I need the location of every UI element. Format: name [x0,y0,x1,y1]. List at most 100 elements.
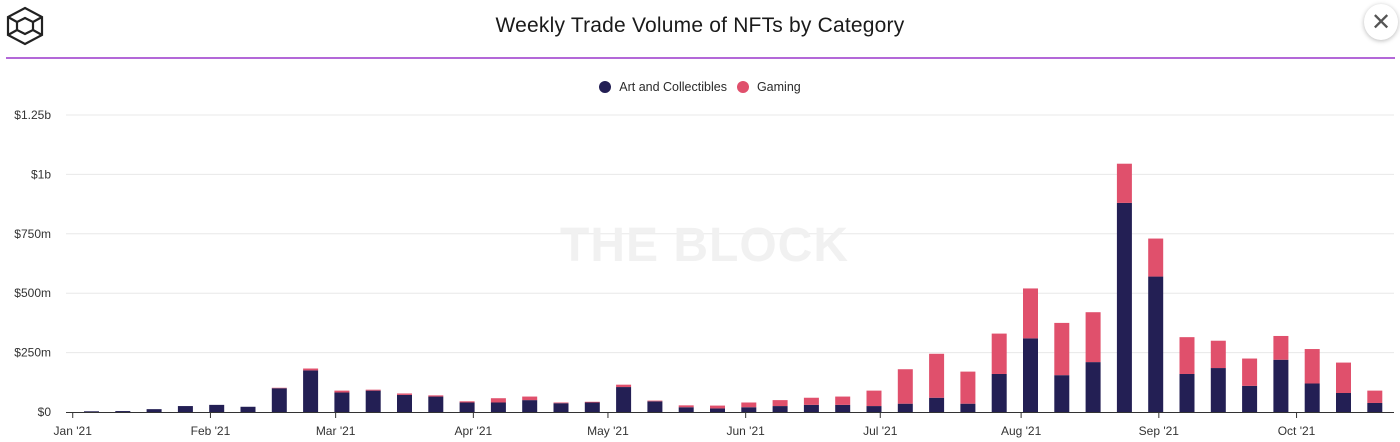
bar-gaming[interactable] [1085,312,1101,363]
legend-label-gaming: Gaming [756,80,801,94]
bar-gaming[interactable] [960,371,976,404]
y-tick-label: $250m [14,346,51,360]
bar-gaming[interactable] [553,402,569,404]
bar-art-and-collectibles[interactable] [1367,402,1383,412]
bar-art-and-collectibles[interactable] [146,409,162,412]
bar-gaming[interactable] [1023,288,1038,339]
x-tick-label: Feb '21 [191,424,231,438]
bar-gaming[interactable] [897,369,913,404]
the-block-logo-icon [6,6,44,46]
legend-item-gaming[interactable]: Gaming [736,80,801,94]
bar-art-and-collectibles[interactable] [553,403,569,412]
bar-art-and-collectibles[interactable] [866,406,882,412]
bar-gaming[interactable] [866,390,882,407]
bar-art-and-collectibles[interactable] [1054,375,1070,412]
bar-art-and-collectibles[interactable] [741,407,757,412]
bar-art-and-collectibles[interactable] [835,404,851,412]
bar-art-and-collectibles[interactable] [772,406,788,412]
bar-gaming[interactable] [397,393,412,395]
chart-legend: Art and Collectibles Gaming [0,80,1400,94]
bar-gaming[interactable] [835,396,851,405]
bar-art-and-collectibles[interactable] [397,394,412,412]
bar-art-and-collectibles[interactable] [209,404,225,412]
bar-art-and-collectibles[interactable] [1116,202,1132,412]
bar-art-and-collectibles[interactable] [271,388,287,412]
header-divider [6,57,1395,59]
x-tick-label: Oct '21 [1278,424,1316,438]
bar-art-and-collectibles[interactable] [929,397,945,412]
bar-gaming[interactable] [1336,362,1351,393]
close-icon: ✕ [1370,8,1392,36]
bar-gaming[interactable] [490,398,506,403]
bar-gaming[interactable] [584,401,600,403]
legend-item-art[interactable]: Art and Collectibles [599,80,727,94]
bar-gaming[interactable] [678,405,694,408]
bar-gaming[interactable] [710,405,725,409]
bar-art-and-collectibles[interactable] [365,390,381,412]
bar-art-and-collectibles[interactable] [115,411,131,412]
bar-gaming[interactable] [1367,390,1383,403]
bar-art-and-collectibles[interactable] [1179,373,1195,412]
chart-header: Weekly Trade Volume of NFTs by Category … [0,0,1400,58]
bar-gaming[interactable] [334,390,350,393]
bar-art-and-collectibles[interactable] [1273,359,1289,412]
bar-art-and-collectibles[interactable] [1210,368,1226,412]
bar-gaming[interactable] [522,396,538,401]
bar-art-and-collectibles[interactable] [647,401,663,412]
legend-label-art: Art and Collectibles [619,80,727,94]
bar-gaming[interactable] [1273,335,1289,360]
legend-swatch-gaming [736,81,749,93]
bar-art-and-collectibles[interactable] [616,387,632,412]
bar-gaming[interactable] [1210,340,1226,369]
bar-art-and-collectibles[interactable] [1085,362,1101,412]
bar-gaming[interactable] [1242,358,1258,386]
legend-swatch-art [599,81,612,93]
bar-gaming[interactable] [1148,238,1164,277]
x-tick-label: Jul '21 [863,424,898,438]
bar-art-and-collectibles[interactable] [803,404,819,412]
bar-art-and-collectibles[interactable] [84,411,99,412]
bar-art-and-collectibles[interactable] [678,407,694,412]
bar-art-and-collectibles[interactable] [710,408,725,412]
bar-gaming[interactable] [803,397,819,405]
bar-art-and-collectibles[interactable] [177,406,193,412]
bar-art-and-collectibles[interactable] [1336,392,1351,412]
x-tick-label: Mar '21 [316,424,356,438]
bar-art-and-collectibles[interactable] [1023,338,1038,412]
bar-gaming[interactable] [991,333,1007,374]
bar-art-and-collectibles[interactable] [522,400,538,412]
y-tick-label: $750m [14,227,51,241]
bar-art-and-collectibles[interactable] [459,402,475,412]
bar-art-and-collectibles[interactable] [428,396,444,412]
close-button[interactable]: ✕ [1364,4,1398,40]
bar-gaming[interactable] [741,402,757,408]
x-tick-label: May '21 [587,424,629,438]
bar-gaming[interactable] [616,384,632,388]
bar-gaming[interactable] [929,353,945,398]
x-tick-label: Sep '21 [1139,424,1180,438]
bar-art-and-collectibles[interactable] [1242,385,1258,412]
bar-gaming[interactable] [1304,349,1320,384]
bar-art-and-collectibles[interactable] [490,402,506,412]
bar-gaming[interactable] [428,395,444,397]
bar-art-and-collectibles[interactable] [897,403,913,412]
bar-gaming[interactable] [1179,337,1195,374]
bar-gaming[interactable] [1054,322,1070,376]
bar-gaming[interactable] [303,368,319,371]
bar-art-and-collectibles[interactable] [303,370,319,412]
bar-gaming[interactable] [365,389,381,391]
bar-gaming[interactable] [772,400,788,407]
bar-gaming[interactable] [459,401,475,403]
bar-art-and-collectibles[interactable] [1304,383,1320,412]
bar-gaming[interactable] [647,400,663,402]
y-tick-label: $500m [14,286,51,300]
bar-art-and-collectibles[interactable] [240,406,256,412]
bar-art-and-collectibles[interactable] [584,402,600,412]
bar-art-and-collectibles[interactable] [1148,276,1164,412]
bar-art-and-collectibles[interactable] [334,392,350,412]
bar-art-and-collectibles[interactable] [960,403,976,412]
bar-art-and-collectibles[interactable] [991,373,1007,412]
bar-gaming[interactable] [1116,163,1132,203]
chart-title: Weekly Trade Volume of NFTs by Category [495,14,905,37]
